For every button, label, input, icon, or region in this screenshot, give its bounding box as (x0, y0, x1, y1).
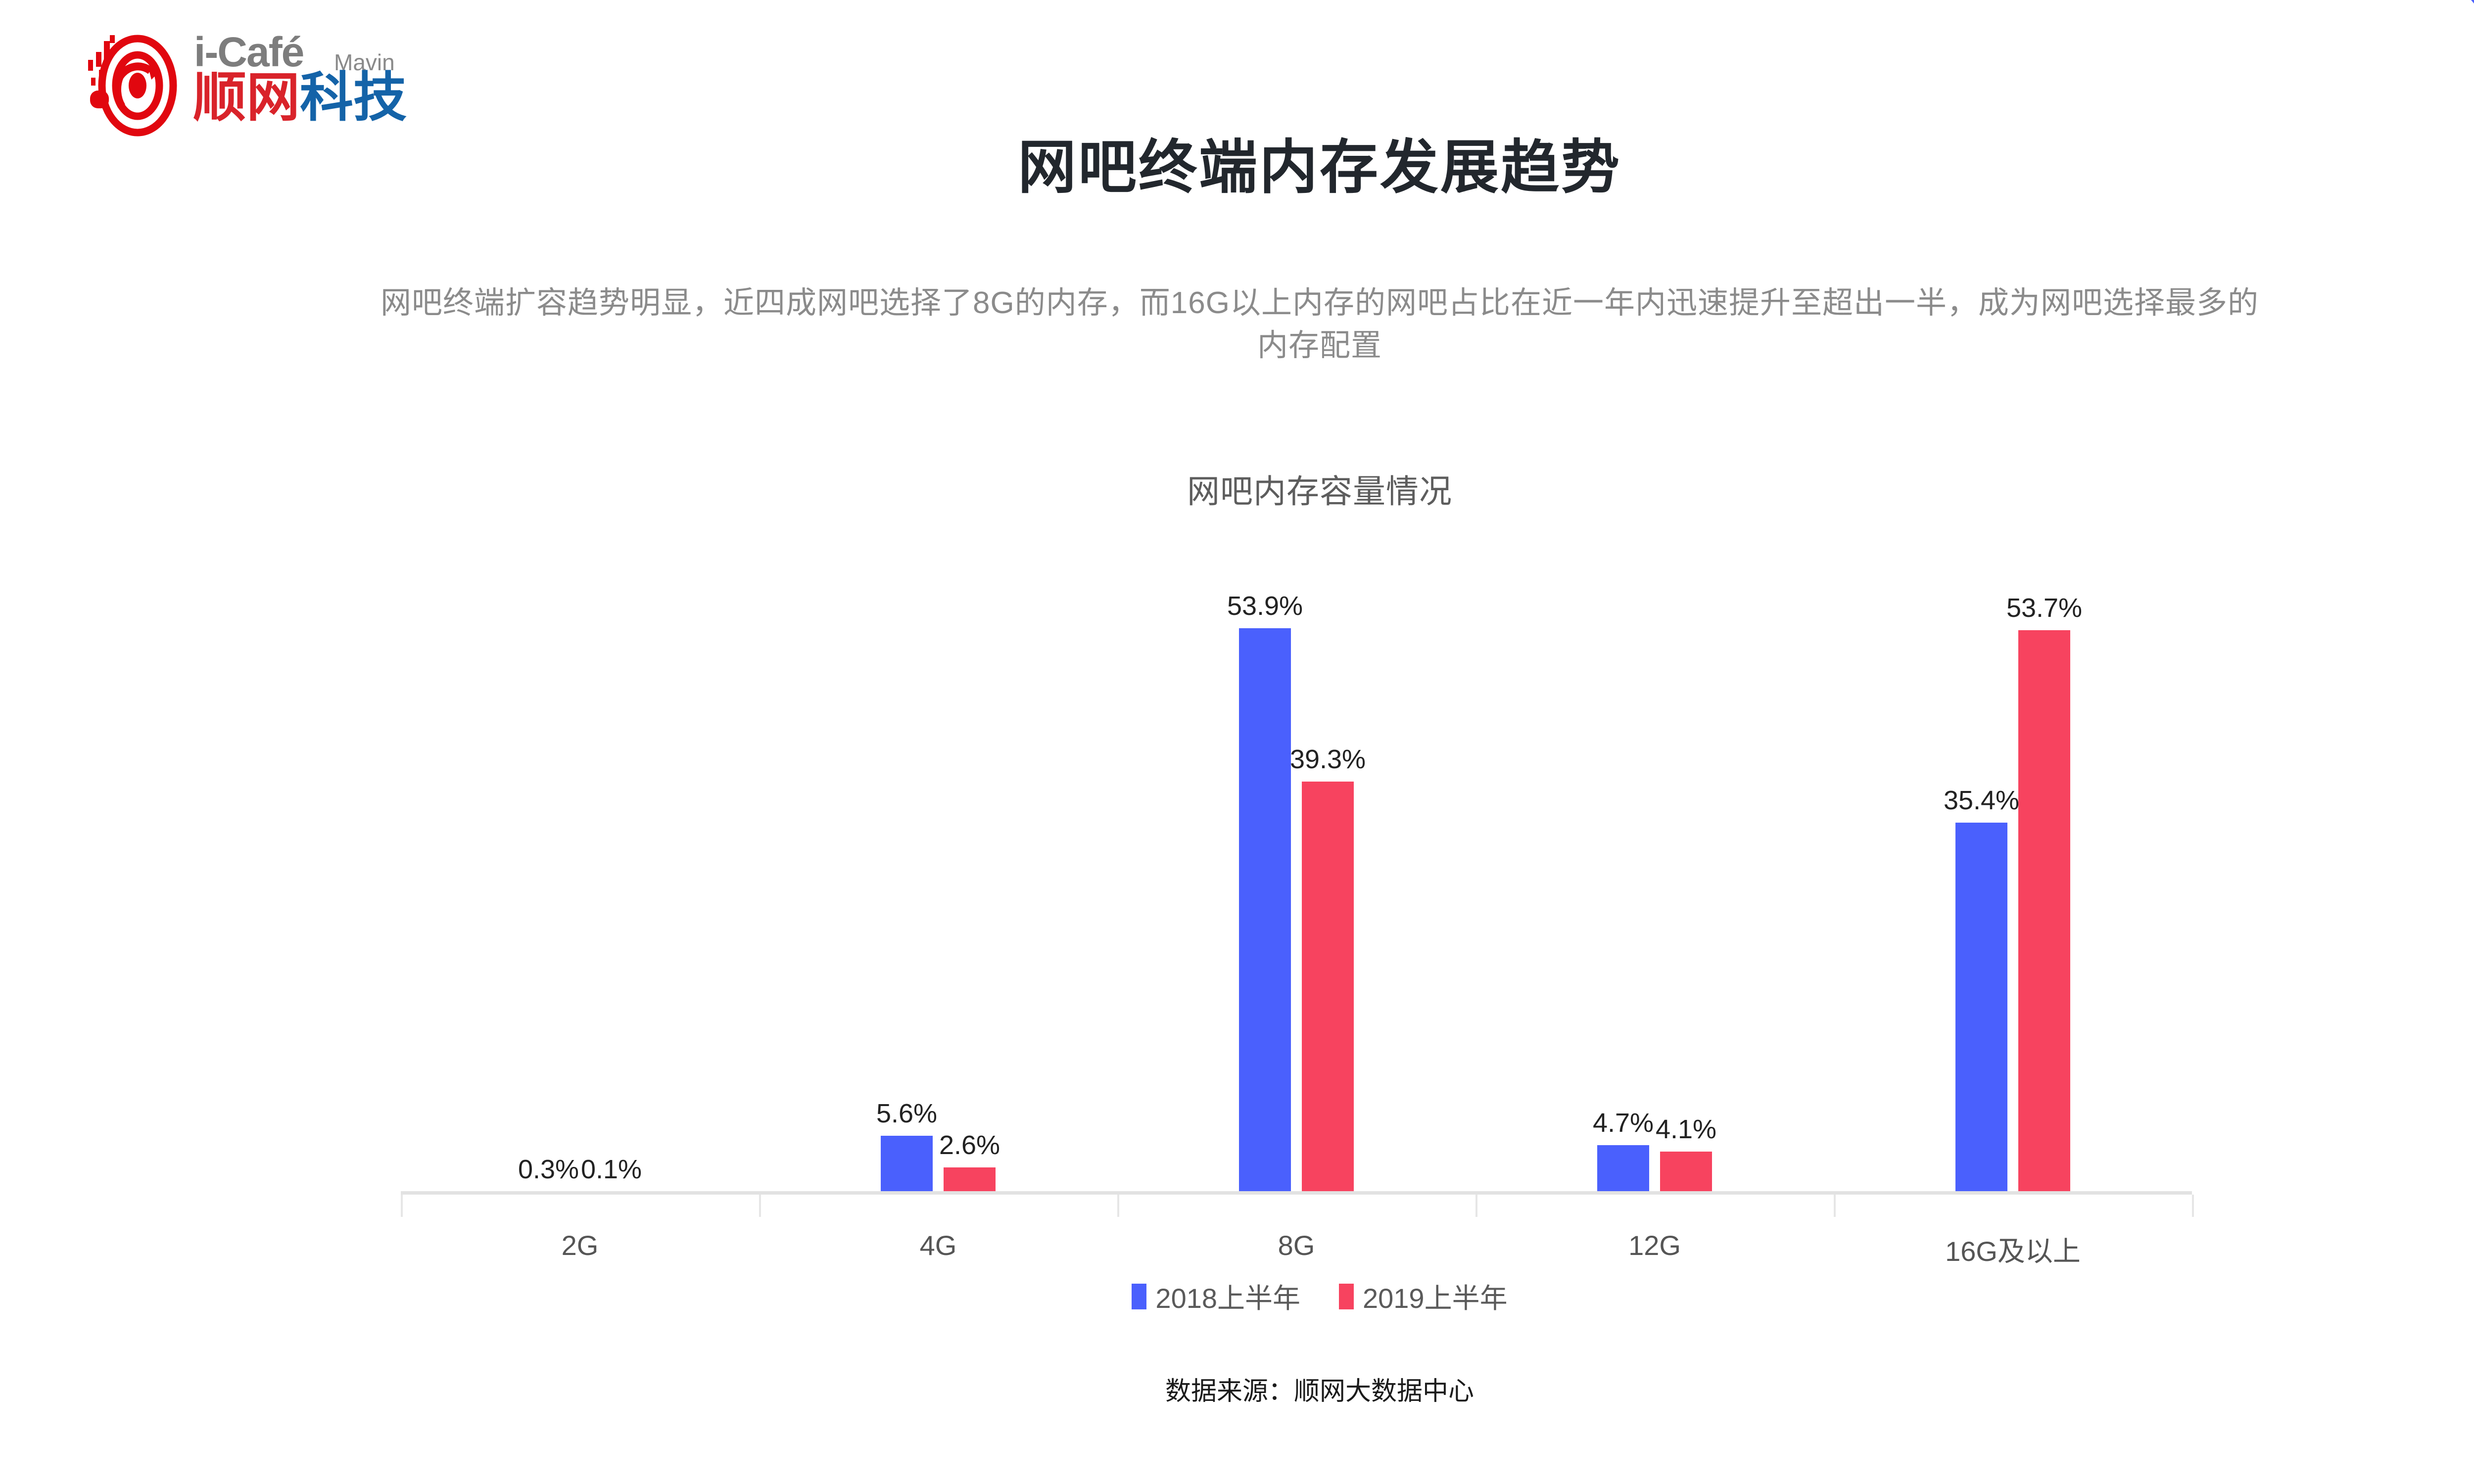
brand-cn-name-red: 顺网 (193, 67, 300, 127)
bar-column[interactable]: 5.6% (876, 564, 937, 1195)
data-source-note: 数据来源：顺网大数据中心 (1165, 1377, 1474, 1406)
brand-logo: i-Café Mavin 顺网科技 (74, 27, 430, 141)
legend-label: 2019上半年 (1363, 1283, 1508, 1314)
bar-value-label: 4.7% (1592, 1108, 1654, 1138)
bar[interactable] (1302, 781, 1354, 1195)
bar-value-label: 39.3% (1289, 744, 1366, 774)
bar-column[interactable]: 53.7% (2006, 564, 2082, 1195)
chart-container: 网吧内存容量情况 0.3% 0.1% 5.6% 2.6% 53.9% 39.3% 4.7% 4… (0, 465, 2474, 1405)
bar-value-label: 53.7% (2006, 593, 2083, 623)
brand-cn-name: 顺网科技 (193, 71, 407, 124)
bar-groups: 0.3% 0.1% 5.6% 2.6% 53.9% 39.3% 4.7% 4.1% 35.4% 5… (401, 564, 2192, 1195)
bar-value-label: 2.6% (939, 1130, 1000, 1160)
bar[interactable] (881, 1136, 933, 1195)
bar-column[interactable]: 0.3% (518, 564, 579, 1195)
axis-tick (2192, 1195, 2194, 1217)
x-axis-label: 8G (1278, 1230, 1315, 1261)
legend-label: 2018上半年 (1155, 1283, 1300, 1314)
x-axis-line (401, 1191, 2192, 1195)
x-axis-label: 4G (919, 1230, 957, 1261)
brand-latin-suffix: Mavin (334, 49, 395, 75)
x-axis-label: 16G及以上 (1945, 1236, 2081, 1267)
legend-swatch-icon (1132, 1283, 1147, 1309)
bar[interactable] (2018, 630, 2070, 1195)
bar[interactable] (1955, 822, 2007, 1195)
bar-column[interactable]: 35.4% (1944, 564, 2019, 1195)
bar-value-label: 0.1% (580, 1155, 642, 1184)
brand-cn-name-blue: 科技 (300, 67, 407, 127)
x-axis-label: 12G (1628, 1230, 1681, 1261)
bar-column[interactable]: 0.1% (581, 564, 642, 1195)
bar[interactable] (1597, 1145, 1649, 1195)
legend-item[interactable]: 2018上半年 (1132, 1276, 1300, 1316)
bar-group: 4.7% 4.1% (1475, 564, 1834, 1195)
bar-value-label: 4.1% (1655, 1114, 1717, 1144)
bar-column[interactable]: 53.9% (1227, 564, 1303, 1195)
axis-tick (1834, 1195, 1836, 1217)
brand-logo-text: i-Café Mavin 顺网科技 (193, 27, 430, 136)
bar-value-label: 5.6% (876, 1099, 938, 1128)
axis-tick (1117, 1195, 1119, 1217)
bar-group: 5.6% 2.6% (759, 564, 1117, 1195)
page-title: 网吧终端内存发展趋势 (1017, 135, 1621, 200)
bar-value-label: 53.9% (1227, 591, 1303, 621)
axis-tick (1475, 1195, 1477, 1217)
legend-swatch-icon (1339, 1283, 1354, 1309)
bar[interactable] (1239, 628, 1291, 1195)
page-subtitle: 网吧终端扩容趋势明显，近四成网吧选择了8G的内存，而16G以上内存的网吧占比在近… (381, 286, 2259, 363)
bar-column[interactable]: 4.1% (1656, 564, 1716, 1195)
chart-plot-area: 0.3% 0.1% 5.6% 2.6% 53.9% 39.3% 4.7% 4.1% 35.4% 5… (401, 564, 2194, 1217)
bar-column[interactable]: 4.7% (1593, 564, 1654, 1195)
bar-group: 53.9% 39.3% (1117, 564, 1475, 1195)
bar[interactable] (944, 1167, 996, 1195)
bar-value-label: 0.3% (518, 1154, 579, 1184)
bar-column[interactable]: 39.3% (1290, 564, 1366, 1195)
chart-legend: 2018上半年 2019上半年 (0, 1276, 2474, 1316)
x-axis-label: 2G (561, 1230, 599, 1261)
bar-column[interactable]: 2.6% (939, 564, 1000, 1195)
axis-tick (759, 1195, 761, 1217)
bar-group: 0.3% 0.1% (401, 564, 759, 1195)
legend-item[interactable]: 2019上半年 (1339, 1276, 1508, 1316)
x-axis-category-labels: 2G 4G 8G 12G 16G及以上 (401, 1229, 2192, 1269)
chart-title: 网吧内存容量情况 (1187, 473, 1452, 510)
bar[interactable] (1660, 1151, 1712, 1195)
brand-latin-name: i-Café (194, 29, 304, 75)
axis-tick (401, 1195, 403, 1217)
target-coffee-logo-icon (88, 35, 177, 137)
bar-group: 35.4% 53.7% (1834, 564, 2192, 1195)
bar-value-label: 35.4% (1943, 785, 2020, 815)
